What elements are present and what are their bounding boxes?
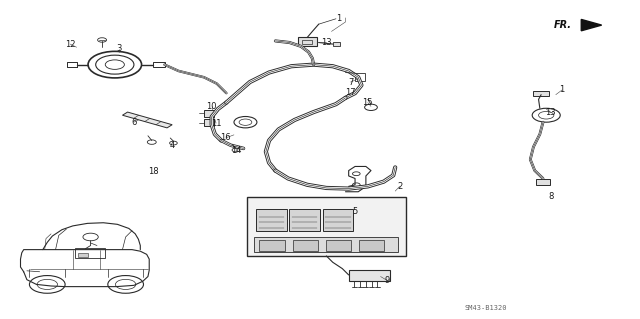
Bar [78,253,88,256]
Text: 12: 12 [65,40,76,48]
Text: 4: 4 [170,141,175,150]
Polygon shape [581,19,602,31]
Bar [259,240,285,251]
Text: 15: 15 [362,98,373,107]
Bar [302,40,312,44]
Text: SM43-B1320: SM43-B1320 [465,305,507,311]
Bar [153,62,164,67]
Text: 10: 10 [207,102,217,111]
Bar [246,197,406,256]
Text: 17: 17 [345,88,356,97]
Polygon shape [122,112,172,128]
Bar [204,119,214,126]
Bar [298,37,317,46]
Bar [254,237,397,252]
Text: 9: 9 [384,276,390,285]
Text: 7: 7 [348,78,353,86]
Text: 18: 18 [148,167,158,176]
Bar [204,110,214,117]
Bar [326,240,351,251]
Text: 6: 6 [131,118,136,127]
Bar [359,240,385,251]
Text: 1: 1 [559,85,564,94]
Bar [75,248,105,258]
Bar [534,91,548,96]
Text: 11: 11 [211,119,221,128]
Text: 13: 13 [321,38,332,47]
Bar [355,73,365,81]
Bar [323,209,353,231]
Text: FR.: FR. [554,20,572,30]
Text: 2: 2 [397,182,403,191]
Text: 13: 13 [545,108,556,117]
Bar [256,209,287,231]
Text: 16: 16 [220,133,231,143]
Text: 3: 3 [116,44,122,53]
Bar [349,270,390,281]
Bar [536,179,550,185]
Bar [333,41,340,46]
Text: 8: 8 [548,192,554,201]
Text: 14: 14 [230,146,241,155]
Text: 5: 5 [353,207,358,216]
Bar [292,240,318,251]
Text: 1: 1 [337,14,342,23]
Bar [289,209,320,231]
